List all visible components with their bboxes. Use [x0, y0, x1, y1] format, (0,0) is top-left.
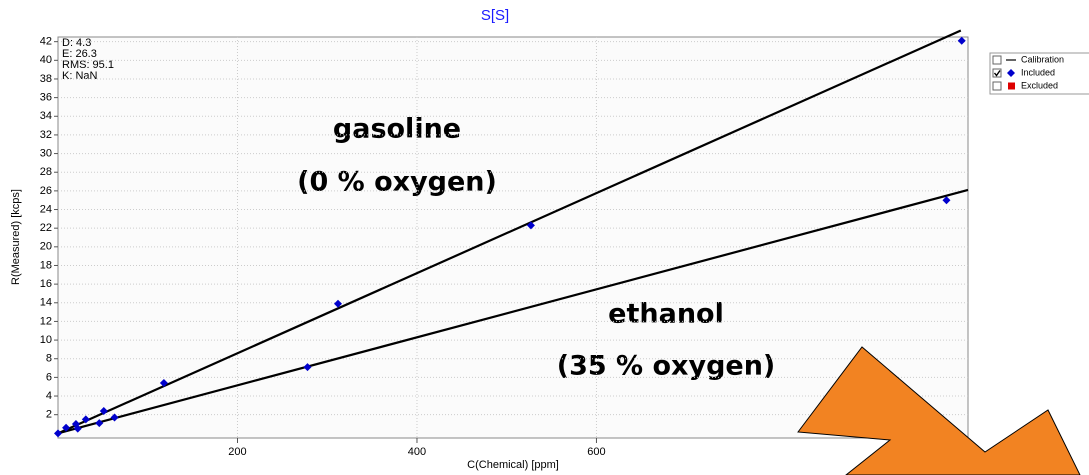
y-tick-label: 12 [40, 315, 52, 327]
chart-title: S[S] [481, 7, 509, 24]
legend-swatch [1008, 82, 1015, 90]
y-tick-label: 34 [40, 110, 52, 122]
x-axis-label: C(Chemical) [ppm] [467, 459, 559, 471]
legend-check [993, 70, 1001, 77]
y-tick-label: 4 [46, 390, 52, 402]
data-point [303, 363, 312, 372]
annotation: ethanol [608, 299, 724, 330]
stat: E: 26.3 [62, 48, 97, 60]
y-tick-label: 22 [40, 222, 52, 234]
y-tick-label: 40 [40, 54, 52, 66]
y-tick-label: 38 [40, 73, 52, 85]
y-tick-label: 30 [40, 147, 52, 159]
calibration-line [57, 188, 969, 435]
y-tick-label: 6 [46, 371, 52, 383]
x-tick-label: 600 [587, 446, 605, 458]
y-tick-label: 24 [40, 203, 52, 215]
y-tick-label: 42 [40, 36, 52, 48]
legend-label: Calibration [1021, 54, 1064, 64]
plot-area [57, 36, 969, 439]
annotation: gasoline [333, 114, 461, 145]
legend-checkbox [992, 68, 1002, 78]
data-point [110, 413, 119, 422]
y-tick-label: 10 [40, 334, 52, 346]
data-point [334, 299, 342, 308]
data-point [942, 196, 951, 205]
y-tick-label: 36 [40, 92, 52, 104]
data-point [54, 429, 62, 438]
y-tick-label: 16 [40, 278, 52, 290]
data-point [159, 378, 168, 387]
x-tick-label: 200 [228, 446, 246, 458]
legend-box [989, 52, 1089, 95]
data-point [99, 406, 108, 415]
data-point [73, 424, 82, 433]
legend-label: Included [1021, 67, 1055, 77]
y-tick-label: 26 [40, 185, 52, 197]
annotation: (35 % oxygen) [557, 351, 776, 382]
legend-checkbox [992, 81, 1002, 91]
stat: D: 4.3 [62, 37, 91, 49]
arrow [797, 346, 1081, 475]
legend-label: Excluded [1021, 80, 1058, 90]
data-point [81, 415, 90, 424]
calibration-line [57, 29, 962, 435]
data-point [957, 36, 966, 45]
plot-layer: 2468101214161820222426283032343638404220… [40, 29, 969, 458]
y-tick-label: 20 [40, 241, 52, 253]
data-point [62, 423, 71, 432]
y-tick-label: 14 [40, 297, 52, 309]
y-tick-label: 28 [40, 166, 52, 178]
legend-checkbox [992, 55, 1002, 65]
annotation: (0 % oxygen) [297, 167, 497, 198]
y-axis-label: R(Measured) [kcps] [10, 189, 22, 285]
data-point [95, 419, 104, 428]
stat: RMS: 95.1 [62, 59, 114, 71]
data-point [526, 221, 535, 230]
y-tick-label: 18 [40, 259, 52, 271]
x-tick-label: 400 [408, 446, 426, 458]
legend-swatch [1007, 69, 1015, 77]
y-tick-label: 8 [46, 353, 52, 365]
y-tick-label: 32 [40, 129, 52, 141]
y-tick-label: 2 [46, 409, 52, 421]
stat: K: NaN [62, 70, 98, 82]
